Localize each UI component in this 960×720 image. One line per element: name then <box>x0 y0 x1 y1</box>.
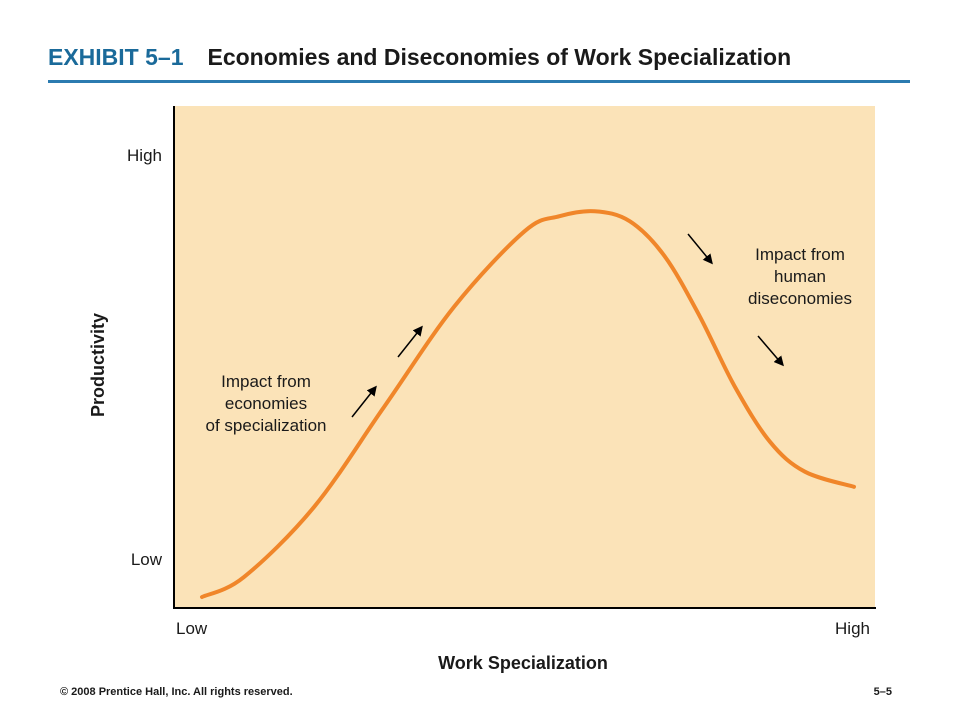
exhibit-number: EXHIBIT 5–1 <box>48 44 184 70</box>
productivity-curve <box>200 209 856 599</box>
y-tick-low: Low <box>131 550 163 569</box>
annotation-diseconomies-line: Impact from <box>755 245 845 264</box>
title-divider <box>48 80 910 83</box>
copyright-notice: © 2008 Prentice Hall, Inc. All rights re… <box>60 686 293 698</box>
annotation-economies-line: economies <box>225 394 307 413</box>
annotation-diseconomies-line: human <box>774 267 826 286</box>
y-tick-high: High <box>127 146 162 165</box>
title-row: EXHIBIT 5–1 Economies and Diseconomies o… <box>48 44 791 71</box>
x-tick-high: High <box>835 619 870 638</box>
economies-arrow-1 <box>351 385 377 418</box>
annotation-economies-line: Impact from <box>221 372 311 391</box>
x-tick-low: Low <box>176 619 208 638</box>
economies-arrow-2 <box>397 325 423 358</box>
annotation-economies-line: of specialization <box>206 416 327 435</box>
page-number: 5–5 <box>873 686 892 698</box>
x-axis-label: Work Specialization <box>438 653 608 673</box>
annotation-diseconomies-line: diseconomies <box>748 289 852 308</box>
diseconomies-arrow-2 <box>757 335 784 367</box>
page-title: Economies and Diseconomies of Work Speci… <box>207 44 792 70</box>
annotation-diseconomies: Impact from human diseconomies <box>748 245 852 308</box>
y-axis-label: Productivity <box>88 313 108 417</box>
diseconomies-arrow-1 <box>687 233 713 265</box>
plot-area <box>174 106 875 607</box>
annotation-economies: Impact from economies of specialization <box>206 372 327 435</box>
